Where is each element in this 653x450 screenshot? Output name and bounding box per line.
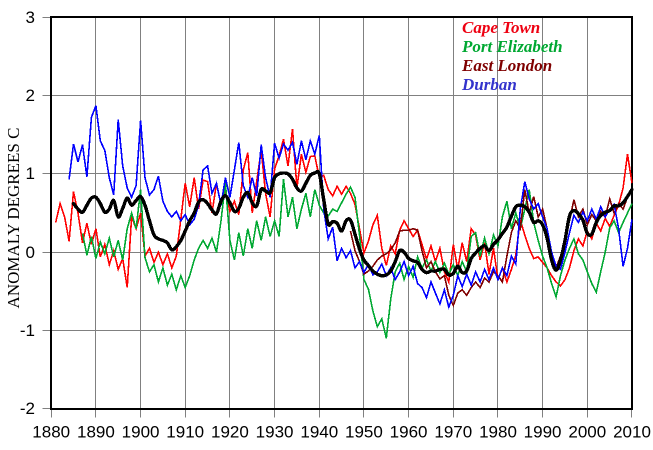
svg-text:2000: 2000 <box>568 422 606 441</box>
svg-text:1960: 1960 <box>390 422 428 441</box>
svg-text:1: 1 <box>26 164 35 183</box>
svg-text:1890: 1890 <box>77 422 115 441</box>
svg-text:1950: 1950 <box>345 422 383 441</box>
svg-text:1970: 1970 <box>434 422 472 441</box>
svg-text:1980: 1980 <box>479 422 517 441</box>
svg-text:ANOMALY DEGREES C: ANOMALY DEGREES C <box>4 128 23 309</box>
svg-text:0: 0 <box>26 243 35 262</box>
svg-text:1910: 1910 <box>166 422 204 441</box>
svg-text:East London: East London <box>461 56 552 75</box>
svg-text:1940: 1940 <box>300 422 338 441</box>
svg-text:Cape Town: Cape Town <box>462 18 540 37</box>
svg-text:1990: 1990 <box>524 422 562 441</box>
svg-text:2010: 2010 <box>613 422 651 441</box>
svg-text:-2: -2 <box>20 399 35 418</box>
svg-text:3: 3 <box>26 8 35 27</box>
svg-text:2: 2 <box>26 86 35 105</box>
svg-text:1880: 1880 <box>32 422 70 441</box>
svg-text:Port Elizabeth: Port Elizabeth <box>461 37 563 56</box>
svg-text:1900: 1900 <box>122 422 160 441</box>
svg-text:1930: 1930 <box>256 422 294 441</box>
svg-text:Durban: Durban <box>461 75 517 94</box>
svg-text:-1: -1 <box>20 321 35 340</box>
svg-text:1920: 1920 <box>211 422 249 441</box>
